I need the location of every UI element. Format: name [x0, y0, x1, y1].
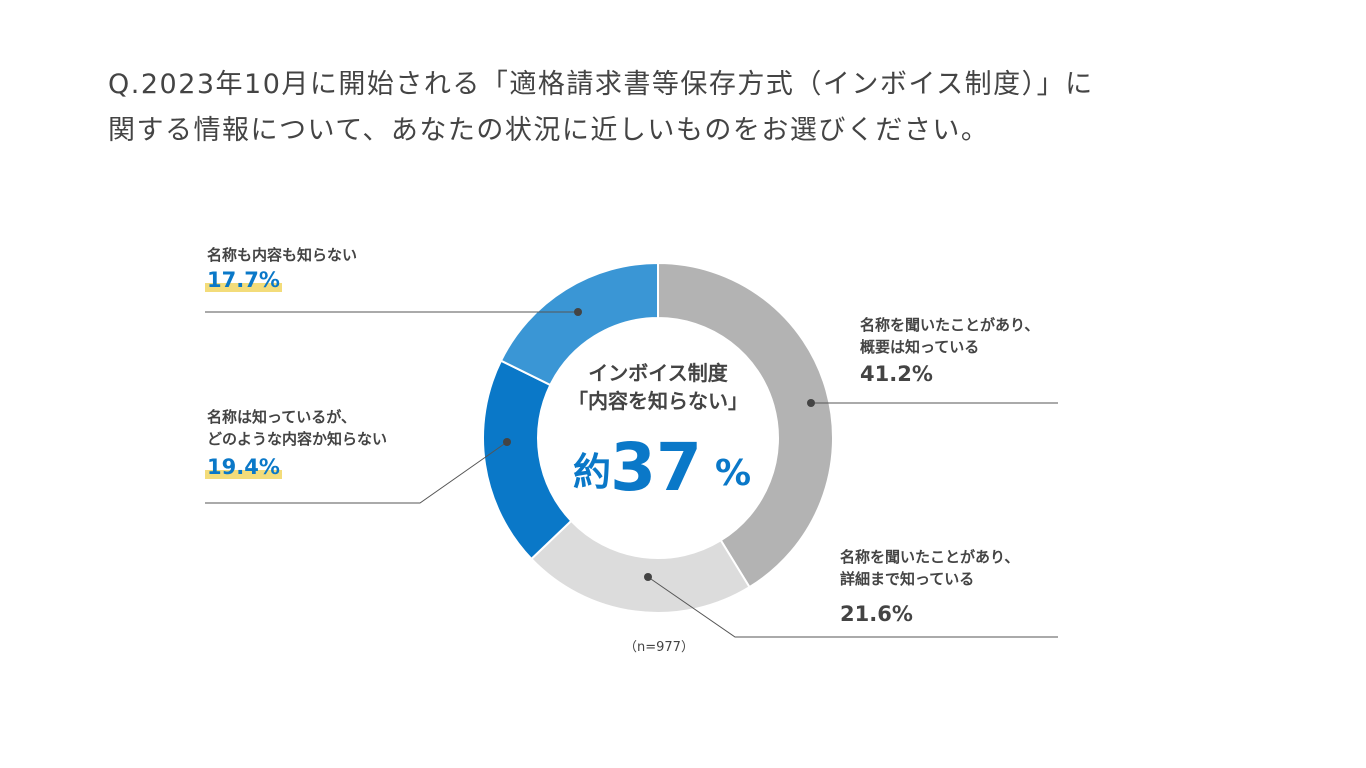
value-label: 19.4% — [205, 455, 282, 479]
leader-dot — [503, 438, 511, 446]
donut-slice — [482, 359, 573, 561]
value-label: 17.7% — [205, 268, 282, 292]
center-prefix: 約 — [573, 450, 611, 494]
leader-line — [205, 441, 508, 504]
center-text: 「内容を知らない」 — [568, 389, 748, 413]
leader-line — [647, 576, 1058, 638]
donut-slice — [657, 261, 834, 589]
value-label: 41.2% — [860, 362, 933, 386]
leader-dot — [807, 399, 815, 407]
sample-note: （n=977） — [624, 640, 694, 655]
donut-slice — [530, 519, 751, 614]
donut-slice — [499, 261, 659, 387]
center-text: インボイス制度 — [588, 361, 728, 385]
chart-title: Q.2023年10月に開始される「適格請求書等保存方式（インボイス制度）」に 関… — [108, 69, 1094, 146]
category-label: 名称を聞いたことがあり、 概要は知っている — [860, 316, 1040, 356]
leader-dot — [644, 573, 652, 581]
leader-dot — [574, 308, 582, 316]
value-label: 21.6% — [840, 602, 913, 626]
category-label: 名称も内容も知らない — [207, 246, 358, 264]
category-label: 名称を聞いたことがあり、 詳細まで知っている — [840, 548, 1020, 588]
center-number: 37 — [610, 429, 702, 506]
category-label: 名称は知っているが、 どのような内容か知らない — [207, 408, 388, 448]
center-unit: % — [715, 453, 751, 494]
